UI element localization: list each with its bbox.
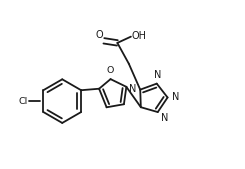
- Text: N: N: [129, 84, 136, 94]
- Text: N: N: [172, 92, 179, 102]
- Text: O: O: [95, 30, 103, 40]
- Text: O: O: [107, 66, 114, 75]
- Text: N: N: [154, 70, 162, 80]
- Text: OH: OH: [132, 31, 147, 41]
- Text: Cl: Cl: [19, 97, 28, 106]
- Text: N: N: [161, 113, 169, 123]
